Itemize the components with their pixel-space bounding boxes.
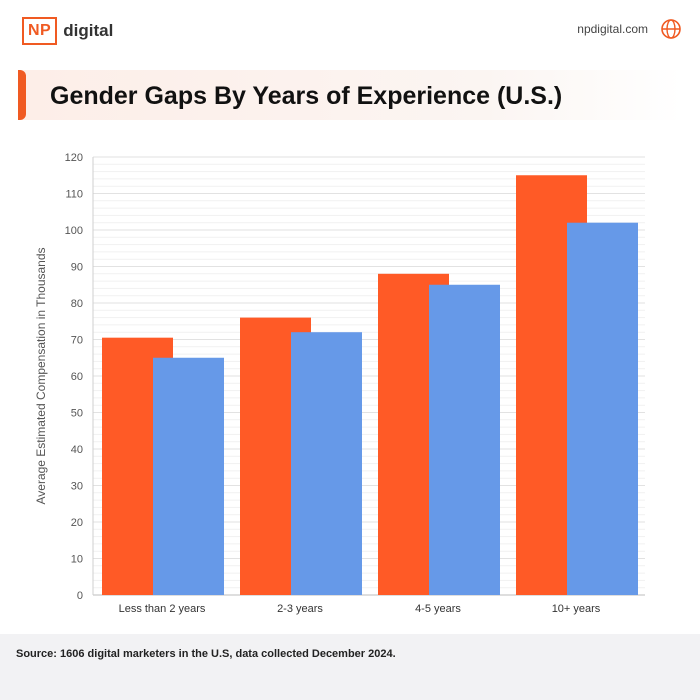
footer bbox=[0, 634, 700, 700]
y-tick-label: 80 bbox=[71, 298, 83, 310]
x-tick-label: 10+ years bbox=[552, 603, 601, 615]
x-tick-label: Less than 2 years bbox=[119, 603, 206, 615]
x-tick-label: 2-3 years bbox=[277, 603, 323, 615]
y-tick-label: 110 bbox=[65, 189, 83, 201]
bar-female bbox=[153, 357, 224, 595]
bar-female bbox=[291, 332, 362, 595]
logo-box: NP bbox=[22, 17, 58, 45]
y-tick-label: 90 bbox=[71, 262, 83, 274]
bar-female bbox=[429, 284, 500, 595]
y-tick-label: 60 bbox=[71, 371, 83, 383]
title-accent-bar bbox=[18, 70, 26, 120]
source-note: Source: 1606 digital marketers in the U.… bbox=[16, 648, 396, 660]
y-tick-label: 70 bbox=[71, 335, 83, 347]
site-link[interactable]: npdigital.com bbox=[577, 18, 682, 40]
y-tick-label: 0 bbox=[77, 590, 83, 602]
np-digital-logo: NP digital bbox=[22, 17, 113, 45]
y-tick-label: 40 bbox=[71, 444, 83, 456]
y-tick-label: 100 bbox=[65, 225, 83, 237]
y-tick-label: 10 bbox=[71, 554, 83, 566]
y-tick-label: 20 bbox=[71, 517, 83, 529]
page-title: Gender Gaps By Years of Experience (U.S.… bbox=[50, 82, 563, 110]
bar-female bbox=[567, 222, 638, 595]
title-band bbox=[20, 70, 682, 120]
y-axis-title: Average Estimated Compensation in Thousa… bbox=[34, 247, 48, 504]
x-tick-label: 4-5 years bbox=[415, 603, 461, 615]
site-url[interactable]: npdigital.com bbox=[577, 22, 648, 36]
y-tick-label: 120 bbox=[65, 152, 83, 164]
globe-icon bbox=[661, 19, 681, 39]
y-tick-label: 30 bbox=[71, 481, 83, 493]
y-tick-label: 50 bbox=[71, 408, 83, 420]
logo-text: digital bbox=[63, 21, 114, 40]
